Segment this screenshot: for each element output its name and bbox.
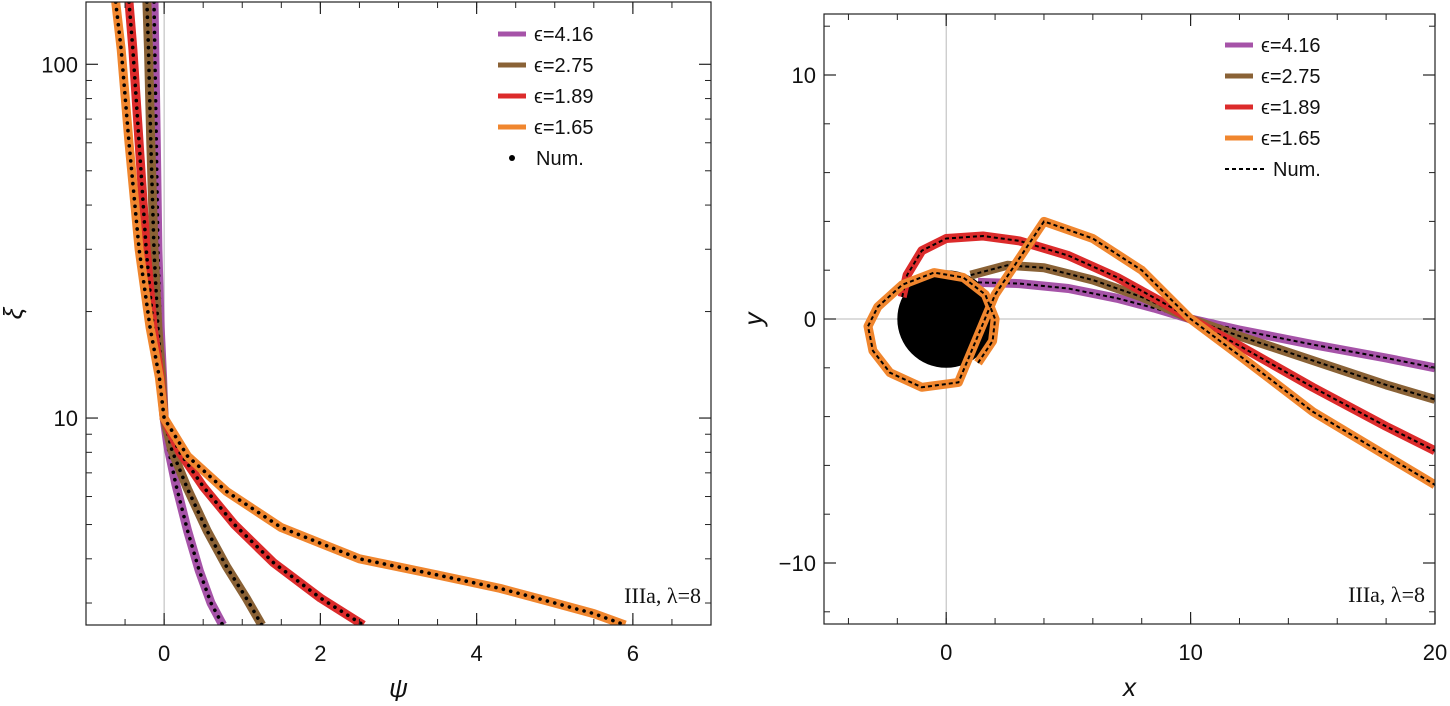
series-num-3: [867, 220, 1435, 486]
legend: ϵ=4.16 ϵ=2.75 ϵ=1.89 ϵ=1.65 Num.: [1225, 35, 1321, 181]
legend-label-1: ϵ=2.75: [1261, 66, 1320, 88]
y-tick-label-0: 10: [54, 406, 78, 431]
legend-label-0: ϵ=4.16: [1261, 35, 1320, 57]
y-tick-label-1: 100: [41, 52, 78, 77]
legend: ϵ=4.16 ϵ=2.75 ϵ=1.89 ϵ=1.65 Num.: [498, 24, 593, 170]
y-tick-label-1: 0: [804, 307, 816, 332]
y-tick-label-2: 10: [792, 63, 816, 88]
x-tick-label-3: 6: [627, 641, 639, 666]
legend-label-4: Num.: [536, 148, 584, 170]
right-panel: 0 10 20 −10 0 10 x y ϵ=4.16 ϵ=2.75 ϵ=1.89 ϵ=1.65 Num…: [738, 13, 1447, 702]
x-tick-label-1: 2: [314, 641, 326, 666]
legend-swatch-num: [509, 155, 515, 161]
panel-annotation: IIIa, λ=8: [1348, 582, 1425, 607]
x-axis-label: ψ: [389, 673, 408, 701]
x-tick-label-0: 0: [940, 640, 952, 665]
x-tick-label-0: 0: [158, 641, 170, 666]
legend-label-1: ϵ=2.75: [534, 55, 593, 77]
plot-frame: [85, 1, 712, 626]
x-tick-label-2: 4: [471, 641, 483, 666]
y-axis-label: y: [738, 311, 768, 328]
series-line-2: [897, 231, 1435, 455]
x-tick-label-2: 20: [1423, 640, 1447, 665]
x-axis-label: x: [1121, 672, 1137, 701]
plot-area: [863, 216, 1435, 489]
legend-label-2: ϵ=1.89: [1261, 97, 1320, 119]
y-tick-label-0: −10: [779, 551, 816, 576]
x-tick-label-1: 10: [1178, 640, 1202, 665]
plot-area: [111, 2, 627, 625]
y-axis-label: ξ: [0, 306, 28, 319]
legend-label-4: Num.: [1273, 159, 1321, 181]
series-line-3: [111, 2, 627, 625]
panel-annotation: IIIa, λ=8: [624, 583, 701, 608]
legend-label-3: ϵ=1.65: [1261, 128, 1320, 150]
legend-label-2: ϵ=1.89: [534, 86, 593, 108]
left-panel: 0 2 4 6 10 100 ψ ξ ϵ=4.16 ϵ=2.75 ϵ=1.89 ϵ=1.65 Num. I…: [0, 1, 712, 703]
legend-label-0: ϵ=4.16: [534, 24, 593, 46]
legend-label-3: ϵ=1.65: [534, 117, 593, 139]
